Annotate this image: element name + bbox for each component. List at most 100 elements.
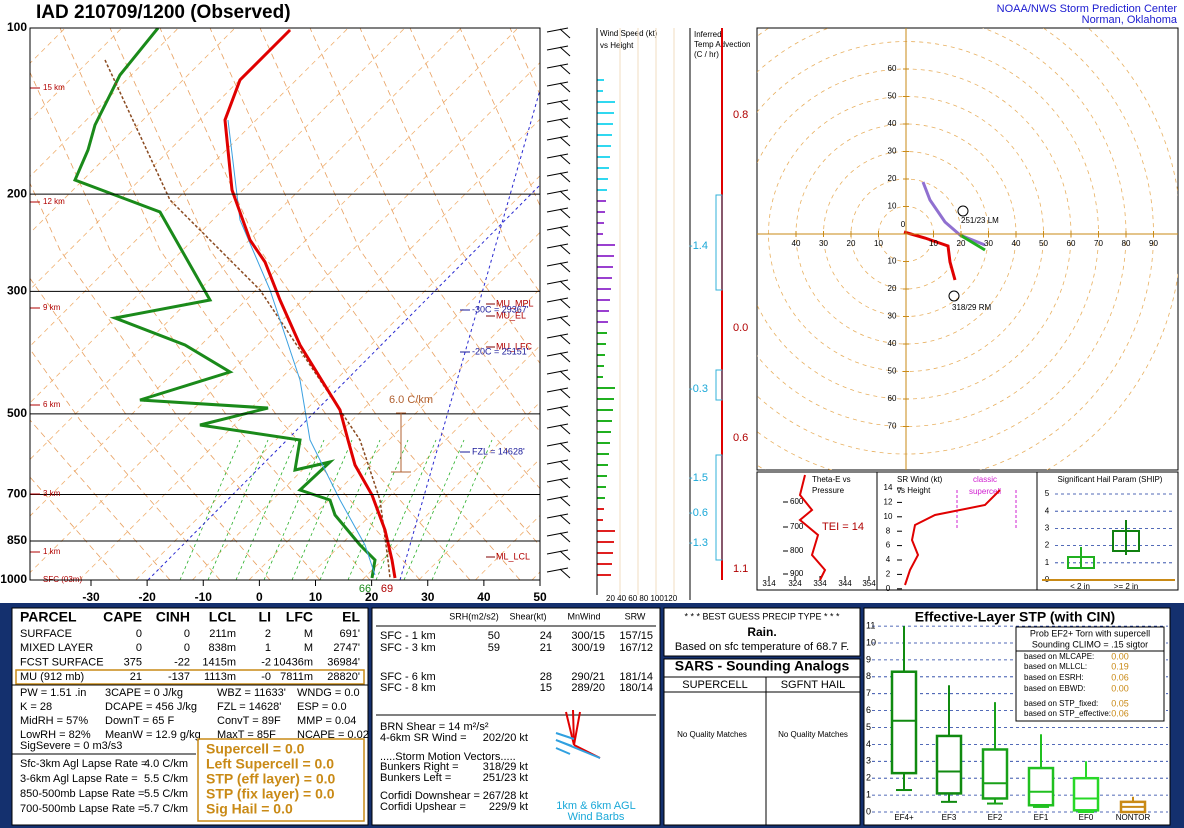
parcel-box (11, 607, 369, 826)
table-cell: 1113m (204, 671, 236, 683)
height-label: 6 km (43, 400, 61, 409)
prob-box (1015, 626, 1165, 722)
thetae-trace (798, 474, 827, 581)
precip-basis: Based on sfc temperature of 68.7 F. (675, 641, 849, 653)
stat: MeanW = 12.9 g/kg (105, 729, 201, 741)
table-cell: 21 (540, 642, 552, 654)
srwind-y-label: 4 (886, 555, 891, 564)
isotherm (192, 231, 540, 580)
table-cell: 7811m (280, 671, 313, 683)
thetae-x-label: 314 (762, 579, 776, 588)
barb (546, 189, 569, 195)
temp-label: 50 (533, 590, 547, 604)
table-cell: 289/20 (571, 682, 605, 694)
ship-category: < 2 in (1070, 582, 1090, 591)
table-cell: 24 (540, 630, 552, 642)
hodo-trace (903, 230, 957, 281)
barb (559, 28, 571, 39)
barb (546, 99, 569, 105)
barb (559, 118, 571, 129)
table-cell: MIXED LAYER (20, 642, 93, 654)
stat: MaxT = 85F (217, 729, 276, 741)
hodo-x-label: 10 (929, 239, 938, 248)
isotherm (305, 345, 540, 580)
barb (559, 478, 571, 489)
table-header: LFC (286, 609, 313, 625)
barb (559, 82, 571, 93)
sars-column: SUPERCELL (682, 679, 747, 691)
table-cell: 290/21 (571, 671, 605, 683)
isotherm (30, 28, 179, 177)
barb (559, 172, 571, 183)
height-label: 1 km (43, 547, 61, 556)
hodo-y-label: 10 (888, 202, 897, 211)
hodo-label: 251/23 LM (961, 216, 999, 225)
srwind-trace (904, 489, 1001, 586)
prob-value: 0.06 (1111, 708, 1129, 718)
composite: STP (fix layer) = 0.0 (206, 786, 335, 802)
mixing-ratio (235, 439, 297, 580)
barb (559, 64, 571, 75)
table-header: LI (259, 609, 271, 625)
srwind-y-label: 14 (884, 483, 893, 492)
isotherm (361, 401, 540, 580)
table-cell: M (304, 642, 313, 654)
thetae-y-label: 700 (790, 522, 804, 531)
temp-label: 20 (365, 590, 379, 604)
prob-value: 0.06 (1111, 672, 1129, 682)
stat: ESP = 0.0 (297, 701, 347, 713)
lapse-value: 5.5 C/km (144, 773, 188, 785)
ship-y-label: 3 (1045, 524, 1050, 533)
table-cell: -0 (261, 671, 271, 683)
srwind-y-label: 2 (886, 570, 891, 579)
hodo-y-label: 60 (888, 394, 897, 403)
barb (559, 514, 571, 525)
hodo-trace (959, 233, 986, 252)
stp-y-label: 6 (866, 705, 871, 715)
table-cell: 2747' (333, 642, 360, 654)
table-cell: 50 (488, 630, 500, 642)
ship-y-label: 2 (1045, 541, 1050, 550)
table-cell: 0 (184, 628, 190, 640)
temp-label: 10 (309, 590, 323, 604)
barb (546, 387, 569, 393)
advection-bar (715, 194, 723, 291)
ship-y-label: 4 (1045, 506, 1050, 515)
barb (559, 226, 571, 237)
barb (559, 136, 571, 147)
prob-label: based on MLLCL: (1024, 662, 1087, 671)
location: Norman, Oklahoma (1082, 14, 1178, 26)
table-cell: 691' (340, 628, 360, 640)
hodo-x-label: 10 (874, 239, 883, 248)
iqr-box (981, 748, 1009, 800)
stp-y-label: 7 (866, 688, 871, 698)
barb (546, 315, 569, 321)
panel-title: Significant Hail Param (SHIP) (1058, 475, 1163, 484)
hodo-x-label: 50 (1039, 239, 1048, 248)
stat: NCAPE = 0.02 (297, 729, 369, 741)
precip-type: Rain. (747, 625, 776, 639)
table-header: CINH (156, 609, 190, 625)
stat: ConvT = 89F (217, 715, 281, 727)
stp-y-label: 0 (866, 806, 871, 816)
srwind-y-label: 6 (886, 541, 891, 550)
stp-category: EF3 (942, 813, 957, 822)
isotherm (30, 28, 236, 234)
stat: K = 28 (20, 701, 52, 713)
barb (546, 45, 569, 51)
panel-title: vs Height (897, 486, 931, 495)
iqr-box (1027, 766, 1055, 807)
barb (546, 279, 569, 285)
panel-title: Theta-E vs (812, 475, 851, 484)
hodo-x-label: 80 (1122, 239, 1131, 248)
ship-category: >= 2 in (1114, 582, 1138, 591)
prob-value: 0.00 (1111, 651, 1129, 661)
prob-label: based on EBWD: (1024, 684, 1085, 693)
stp-y-label: 5 (866, 722, 871, 732)
barb (559, 424, 571, 435)
barb (546, 441, 569, 447)
sfc-temp: 69 (381, 583, 393, 595)
kinematics-box (371, 607, 661, 826)
wetbulb-line (147, 184, 540, 580)
stat: WNDG = 0.0 (297, 687, 360, 699)
